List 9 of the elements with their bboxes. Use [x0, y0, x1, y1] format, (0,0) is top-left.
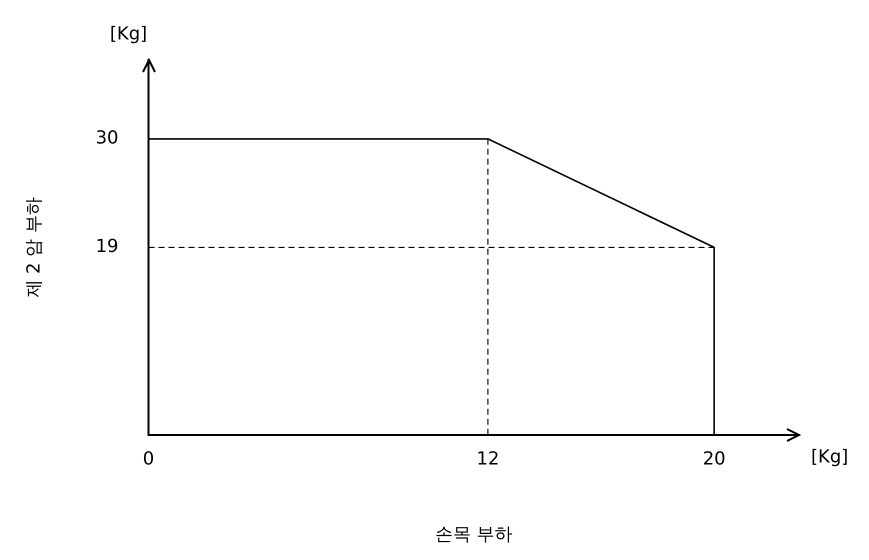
y-tick-label: 19 [96, 236, 119, 258]
y-axis-title: 제 2 암 부하 [23, 197, 44, 298]
text: [Kg] [811, 446, 848, 468]
x-tick-label: 12 [476, 448, 500, 470]
x-tick-label: 20 [702, 448, 726, 470]
y-tick-label: 30 [96, 128, 119, 149]
x-axis-title: 손목 부하 [434, 524, 513, 545]
x-tick-label: 0 [142, 448, 154, 470]
text: [Kg] [110, 24, 148, 45]
